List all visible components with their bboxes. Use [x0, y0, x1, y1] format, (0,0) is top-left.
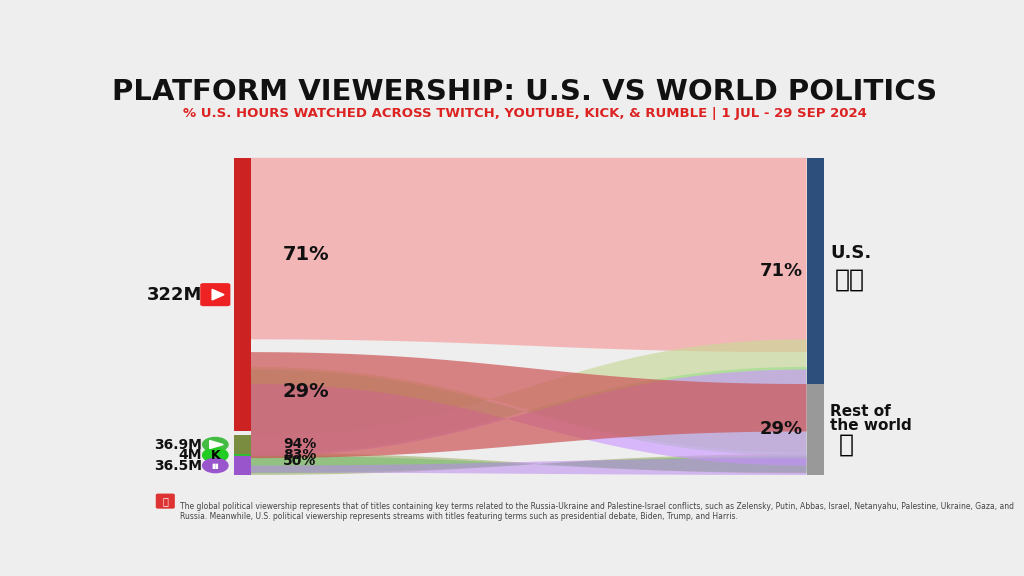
FancyBboxPatch shape [201, 283, 230, 306]
Text: 🛡: 🛡 [163, 496, 168, 506]
Polygon shape [251, 352, 807, 458]
Bar [233, 456, 251, 475]
Text: 71%: 71% [283, 245, 330, 264]
FancyBboxPatch shape [156, 494, 175, 509]
Text: the world: the world [830, 418, 912, 433]
Circle shape [203, 437, 228, 452]
Polygon shape [251, 339, 807, 453]
Text: 83%: 83% [283, 448, 316, 462]
Text: The global political viewership represents that of titles containing key terms r: The global political viewership represen… [179, 502, 1014, 521]
Bar [807, 384, 824, 475]
Text: 71%: 71% [760, 262, 803, 280]
Bar [233, 435, 251, 454]
Polygon shape [251, 456, 807, 473]
Polygon shape [210, 441, 223, 449]
Text: 36.9M: 36.9M [154, 438, 202, 452]
Text: 50%: 50% [283, 454, 316, 468]
Polygon shape [251, 370, 807, 465]
Text: 94%: 94% [283, 437, 316, 451]
Text: % U.S. HOURS WATCHED ACROSS TWITCH, YOUTUBE, KICK, & RUMBLE | 1 JUL - 29 SEP 202: % U.S. HOURS WATCHED ACROSS TWITCH, YOUT… [183, 107, 866, 120]
Text: 29%: 29% [760, 420, 803, 438]
Polygon shape [251, 158, 807, 352]
Text: K: K [211, 449, 220, 461]
Text: PLATFORM VIEWERSHIP: U.S. VS WORLD POLITICS: PLATFORM VIEWERSHIP: U.S. VS WORLD POLIT… [113, 78, 937, 106]
Text: 36.5M: 36.5M [154, 458, 202, 472]
Circle shape [203, 458, 228, 473]
Polygon shape [212, 289, 224, 300]
Text: 322M: 322M [146, 286, 202, 304]
Text: 🌍: 🌍 [839, 433, 853, 457]
Polygon shape [251, 453, 807, 475]
Bar [807, 158, 824, 384]
Bar [233, 454, 251, 456]
Text: 🇺🇸: 🇺🇸 [835, 268, 864, 292]
Polygon shape [251, 458, 807, 475]
Bar [233, 158, 251, 431]
Text: Rest of: Rest of [830, 404, 891, 419]
Text: U.S.: U.S. [830, 244, 871, 262]
Polygon shape [251, 367, 807, 456]
Text: 4M: 4M [178, 448, 202, 462]
Circle shape [203, 448, 228, 462]
Text: ▮▮: ▮▮ [211, 463, 219, 468]
Text: 29%: 29% [283, 382, 330, 401]
